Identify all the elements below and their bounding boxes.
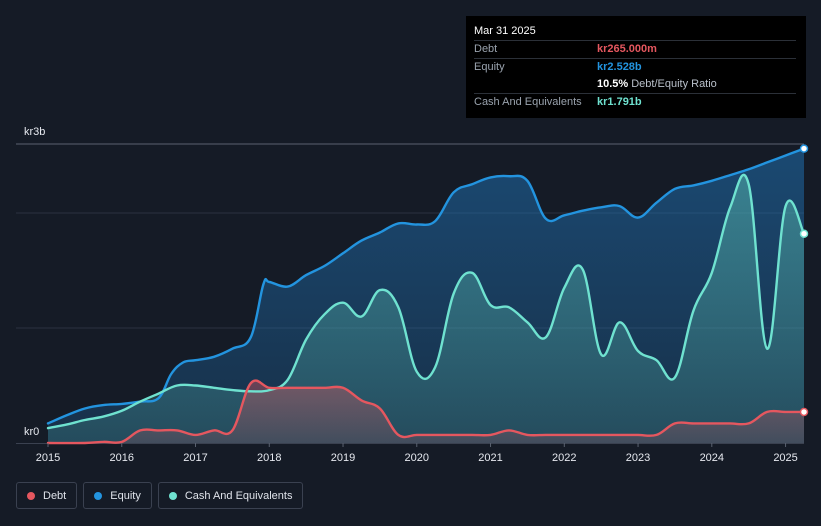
series-areas bbox=[48, 148, 804, 444]
legend-equity-label: Equity bbox=[110, 489, 141, 502]
tooltip-cash-value: kr1.791b bbox=[597, 96, 642, 108]
axes: kr3b kr0 bbox=[24, 126, 45, 438]
tooltip-panel: Mar 31 2025 Debt kr265.000m Equity kr2.5… bbox=[466, 16, 806, 118]
x-tick-label: 2020 bbox=[405, 452, 429, 464]
tooltip-ratio-label: Debt/Equity Ratio bbox=[631, 78, 717, 90]
x-tick-label: 2018 bbox=[257, 452, 281, 464]
cash-end-marker bbox=[799, 229, 809, 238]
tooltip-ratio: 10.5% Debt/Equity Ratio bbox=[597, 76, 717, 93]
x-tick-label: 2023 bbox=[626, 452, 650, 464]
tooltip-row-debt: Debt kr265.000m bbox=[474, 40, 796, 58]
tooltip-row-ratio: 10.5% Debt/Equity Ratio bbox=[474, 76, 796, 93]
legend-debt-label: Debt bbox=[43, 489, 67, 502]
cash-dot-icon bbox=[168, 491, 177, 500]
legend-cash-label: Cash And Equivalents bbox=[184, 489, 293, 502]
y-tick-label-zero: kr0 bbox=[24, 426, 39, 438]
legend: Debt Equity Cash And Equivalents bbox=[16, 482, 304, 509]
x-tick-label: 2019 bbox=[331, 452, 355, 464]
x-tick-label: 2025 bbox=[773, 452, 797, 464]
equity-line bbox=[46, 147, 806, 425]
end-markers bbox=[799, 144, 809, 417]
x-tick-label: 2024 bbox=[700, 452, 724, 464]
legend-item-debt[interactable]: Debt bbox=[16, 482, 78, 509]
x-tick-label: 2017 bbox=[183, 452, 207, 464]
x-tick-label: 2015 bbox=[36, 452, 60, 464]
equity-end-marker bbox=[799, 144, 809, 153]
debt-line bbox=[46, 379, 806, 445]
tooltip-equity-value: kr2.528b bbox=[597, 61, 642, 73]
cash-line bbox=[46, 173, 806, 430]
legend-item-equity[interactable]: Equity bbox=[83, 482, 152, 509]
debt-end-marker bbox=[799, 407, 809, 417]
y-tick-label-top: kr3b bbox=[24, 126, 45, 138]
tooltip-ratio-value: 10.5% bbox=[597, 78, 629, 90]
series-lines bbox=[46, 147, 806, 445]
debt-dot-icon bbox=[27, 491, 35, 500]
tooltip-row-cash: Cash And Equivalents kr1.791b bbox=[474, 93, 796, 111]
x-axis-ticks: 2015 2016 2017 2018 2019 2020 2021 2022 2023 2024… bbox=[36, 443, 798, 464]
debt-area bbox=[48, 380, 804, 444]
legend-item-cash[interactable]: Cash And Equivalents bbox=[157, 482, 304, 509]
x-tick-label: 2022 bbox=[552, 452, 576, 464]
tooltip-date: Mar 31 2025 bbox=[474, 25, 536, 37]
equity-dot-icon bbox=[94, 491, 103, 500]
x-tick-label: 2021 bbox=[478, 452, 502, 464]
tooltip-equity-label: Equity bbox=[474, 61, 505, 73]
cash-area bbox=[48, 174, 804, 443]
tooltip-debt-label: Debt bbox=[474, 43, 498, 55]
tooltip-debt-value: kr265.000m bbox=[597, 43, 657, 55]
tooltip-row-equity: Equity kr2.528b bbox=[474, 58, 796, 76]
x-tick-label: 2016 bbox=[110, 452, 134, 464]
tooltip-cash-label: Cash And Equivalents bbox=[474, 96, 582, 108]
